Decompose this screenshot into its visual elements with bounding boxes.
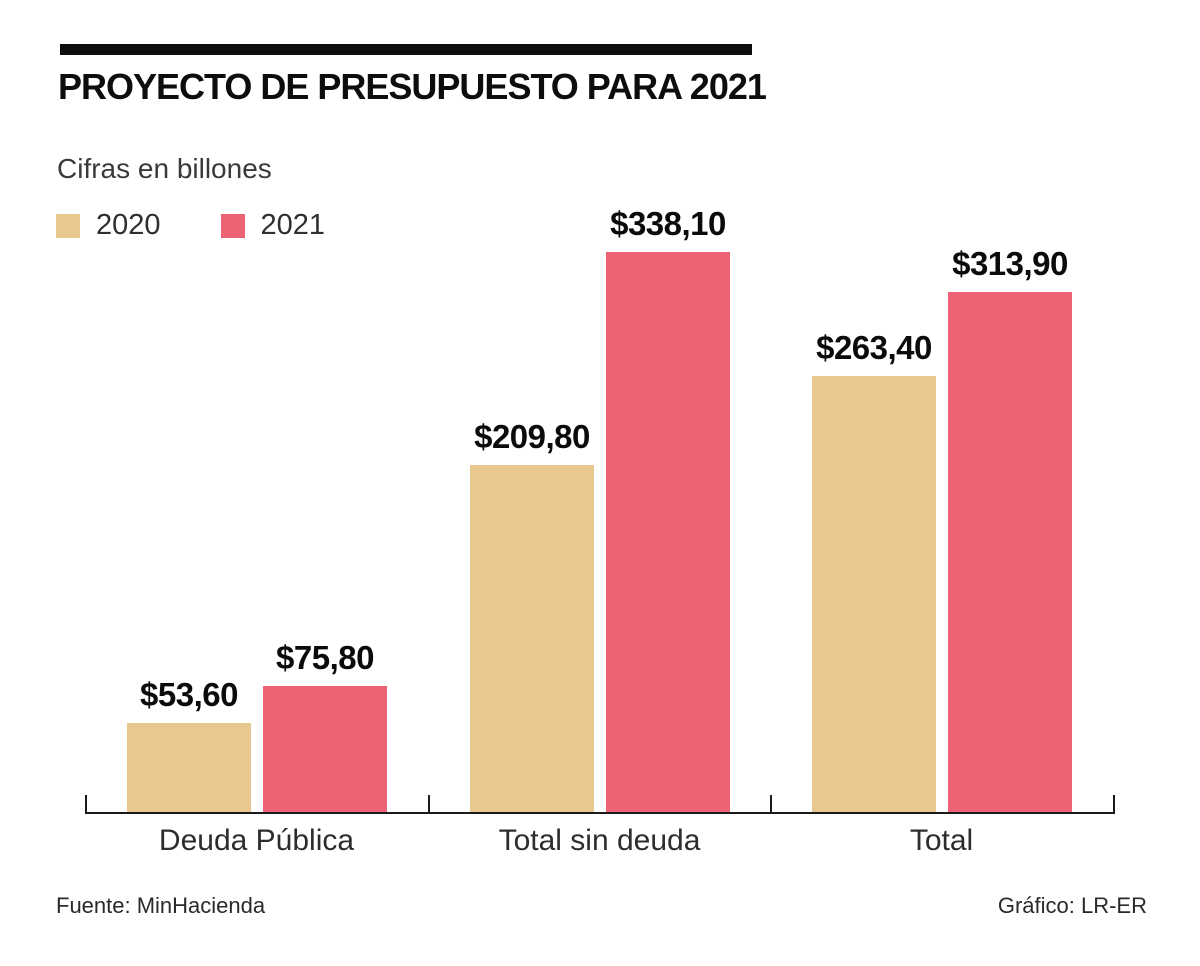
axis-tick bbox=[770, 795, 772, 812]
page-title: PROYECTO DE PRESUPUESTO PARA 2021 bbox=[58, 66, 767, 107]
bar-2021-deuda-publica bbox=[263, 686, 387, 812]
bar-2020-total-sin-deuda bbox=[470, 465, 594, 812]
x-axis-line bbox=[85, 812, 1115, 814]
bar-2020-total bbox=[812, 376, 936, 812]
value-label-2021-deuda-publica: $75,80 bbox=[276, 639, 374, 676]
category-label-total: Total bbox=[909, 824, 974, 857]
bar-2021-total bbox=[948, 292, 1072, 812]
category-label-total-sin-deuda: Total sin deuda bbox=[498, 824, 701, 857]
value-label-2020-deuda-publica: $53,60 bbox=[140, 676, 238, 713]
legend-item-2021: 2021 bbox=[220, 209, 326, 241]
legend-label-2021: 2021 bbox=[260, 209, 326, 241]
axis-tick bbox=[1113, 795, 1115, 812]
legend-swatch-2021 bbox=[220, 213, 245, 238]
title-rule bbox=[60, 44, 752, 55]
source-note: Fuente: MinHacienda bbox=[56, 893, 266, 918]
legend-swatch-2020 bbox=[56, 213, 80, 238]
value-label-2020-total: $263,40 bbox=[816, 329, 932, 366]
category-label-deuda-publica: Deuda Pública bbox=[158, 824, 355, 857]
value-label-2021-total: $313,90 bbox=[952, 245, 1068, 282]
bar-2020-deuda-publica bbox=[127, 723, 251, 812]
chart-subtitle: Cifras en billones bbox=[57, 153, 272, 184]
legend-label-2020: 2020 bbox=[96, 209, 161, 241]
bar-2021-total-sin-deuda bbox=[606, 252, 730, 812]
axis-tick bbox=[428, 795, 430, 812]
value-label-2021-total-sin-deuda: $338,10 bbox=[610, 205, 726, 242]
credit-note: Gráfico: LR-ER bbox=[997, 893, 1147, 918]
chart-legend: 2020 2021 bbox=[56, 211, 325, 240]
value-label-2020-total-sin-deuda: $209,80 bbox=[474, 418, 590, 455]
legend-item-2020: 2020 bbox=[56, 211, 161, 240]
axis-tick bbox=[85, 795, 87, 812]
